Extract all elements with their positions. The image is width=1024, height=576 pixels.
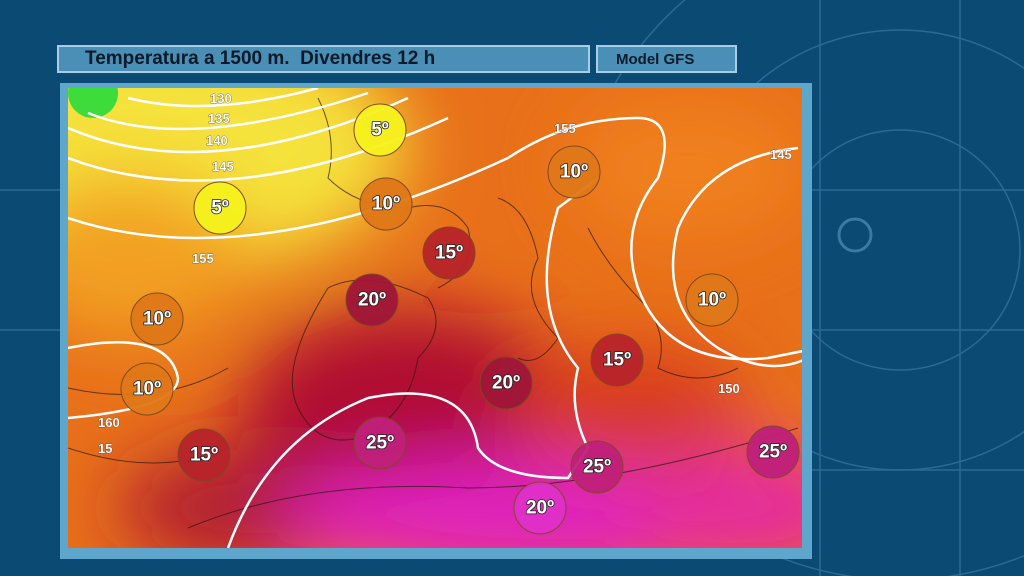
temperature-bubble: 5º xyxy=(193,181,247,235)
isoline-label: 155 xyxy=(192,251,214,266)
bubble-label: 20º xyxy=(358,290,386,311)
temperature-bubble: 10º xyxy=(120,362,174,416)
bubble-circle xyxy=(547,145,601,199)
bubble-circle xyxy=(746,425,800,479)
bubble-label: 10º xyxy=(133,379,161,400)
temperature-bubble: 20º xyxy=(479,356,533,410)
bubble-label: 5º xyxy=(371,120,389,141)
temperature-bubble: 10º xyxy=(359,177,413,231)
bubble-circle xyxy=(193,181,247,235)
temperature-bubble: 15º xyxy=(422,226,476,280)
bubble-label: 20º xyxy=(492,373,520,394)
bubble-label: 25º xyxy=(759,442,787,463)
bubble-label: 15º xyxy=(190,445,218,466)
weather-map: 130 135 140 145 155 155 145 150 160 15 5º 5º 10º 10º… xyxy=(68,88,802,548)
temperature-bubble: 10º xyxy=(685,273,739,327)
bubble-circle xyxy=(359,177,413,231)
temperature-bubble: 25º xyxy=(570,440,624,494)
isoline-labels: 130 135 140 145 155 155 145 150 160 15 xyxy=(98,91,792,457)
temperature-bubble: 10º xyxy=(130,292,184,346)
bubble-label: 5º xyxy=(211,198,229,219)
isoline-label: 145 xyxy=(212,159,234,174)
bubble-circle xyxy=(685,273,739,327)
bubble-circle xyxy=(479,356,533,410)
bubble-label: 10º xyxy=(560,162,588,183)
temperature-bubble: 5º xyxy=(353,103,407,157)
bubble-circle xyxy=(570,440,624,494)
bubble-label: 10º xyxy=(698,290,726,311)
bubble-circle xyxy=(345,273,399,327)
temperature-bubble: 20º xyxy=(345,273,399,327)
temperature-bubbles: 5º 5º 10º 10º 15º 20º 10º 10º 15º 20º 15º 25º 25º 20º… xyxy=(120,103,800,535)
bubble-label: 10º xyxy=(143,309,171,330)
title-bar: Temperatura a 1500 m. Divendres 12 h xyxy=(57,45,590,73)
isoline-label: 130 xyxy=(210,91,232,106)
temperature-bubble: 25º xyxy=(746,425,800,479)
temperature-bubble: 15º xyxy=(590,333,644,387)
bubble-label: 15º xyxy=(603,350,631,371)
model-label: Model GFS xyxy=(596,45,737,73)
isoline-label: 145 xyxy=(770,147,792,162)
bubble-label: 25º xyxy=(366,433,394,454)
bubble-circle xyxy=(422,226,476,280)
isoline-label: 15 xyxy=(98,441,112,456)
temperature-bubble: 10º xyxy=(547,145,601,199)
bubble-circle xyxy=(590,333,644,387)
isoline-label: 140 xyxy=(206,133,228,148)
isoline-label: 160 xyxy=(98,415,120,430)
temperature-bubble: 15º xyxy=(177,428,231,482)
bubble-label: 15º xyxy=(435,243,463,264)
bubble-circle xyxy=(120,362,174,416)
bubble-circle xyxy=(353,416,407,470)
bubble-circle xyxy=(513,481,567,535)
bubble-label: 10º xyxy=(372,194,400,215)
isoline-label: 135 xyxy=(208,111,230,126)
isoline-label: 150 xyxy=(718,381,740,396)
bubble-label: 25º xyxy=(583,457,611,478)
bubble-circle xyxy=(353,103,407,157)
temperature-bubble: 25º xyxy=(353,416,407,470)
temperature-bubble: 20º xyxy=(513,481,567,535)
bubble-circle xyxy=(177,428,231,482)
bubble-label: 20º xyxy=(526,498,554,519)
isoline-label: 155 xyxy=(554,121,576,136)
bubble-circle xyxy=(130,292,184,346)
